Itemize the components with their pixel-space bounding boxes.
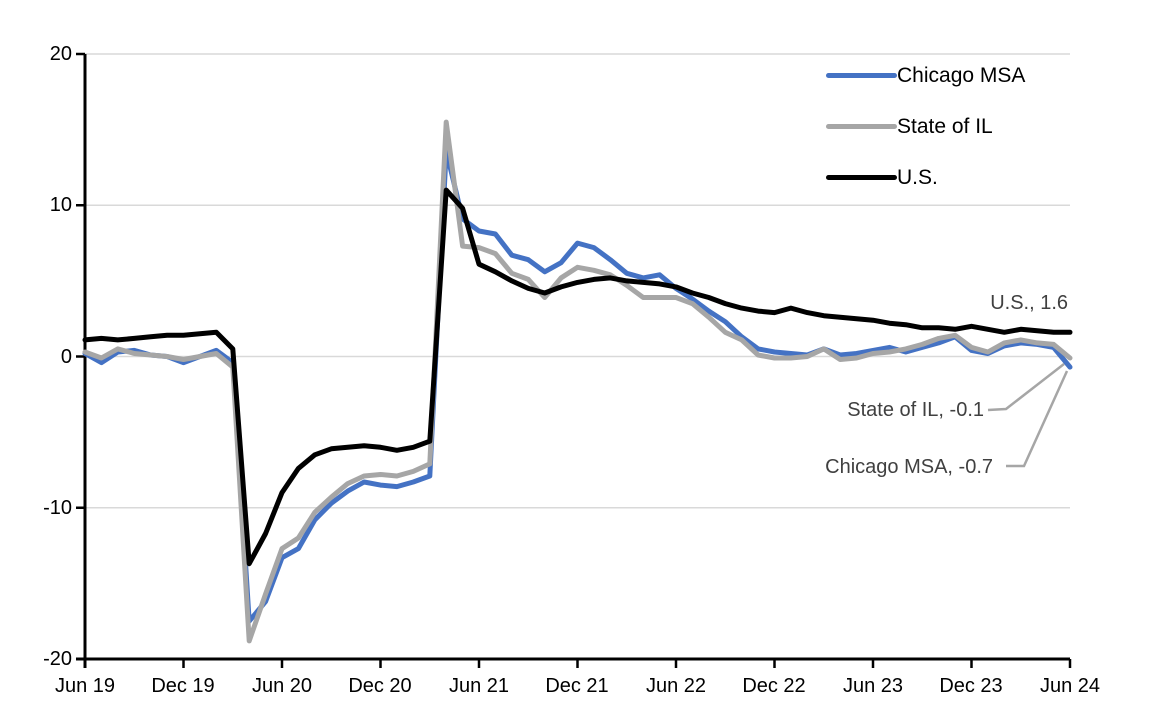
legend-item-us: U.S.: [826, 152, 1025, 203]
legend-line-swatch-gray: [826, 124, 897, 129]
end-label-chicago-msa: Chicago MSA, -0.7: [825, 456, 993, 478]
end-label-state-of-il: State of IL, -0.1: [847, 399, 984, 421]
y-tick-label: -20: [43, 648, 72, 670]
y-tick-label: 10: [49, 194, 72, 216]
x-tick-label: Jun 19: [54, 675, 116, 697]
x-tick-label: Jun 21: [448, 675, 510, 697]
legend-item-chicago-msa: Chicago MSA: [826, 50, 1025, 101]
x-tick-label: Dec 19: [151, 675, 215, 697]
end-label-us: U.S., 1.6: [990, 292, 1068, 314]
y-tick-label: 20: [49, 43, 72, 65]
legend-item-state-of-il: State of IL: [826, 101, 1025, 152]
x-tick-label: Jun 22: [645, 675, 707, 697]
x-tick-label: Dec 20: [348, 675, 412, 697]
x-tick-label: Dec 23: [939, 675, 1003, 697]
x-tick-label: Jun 20: [251, 675, 313, 697]
legend-label: State of IL: [897, 115, 993, 138]
x-tick-label: Dec 22: [742, 675, 806, 697]
x-tick-label: Jun 24: [1039, 675, 1101, 697]
x-tick-label: Dec 21: [545, 675, 609, 697]
y-tick-label: -10: [43, 497, 72, 519]
legend-label: Chicago MSA: [897, 64, 1026, 87]
x-tick-label: Jun 23: [842, 675, 904, 697]
legend-label: U.S.: [897, 166, 938, 189]
legend-line-swatch-blue: [826, 73, 897, 78]
y-tick-label: 0: [60, 346, 72, 368]
legend-line-swatch-black: [826, 175, 897, 180]
legend: Chicago MSA State of IL U.S.: [826, 50, 1025, 203]
